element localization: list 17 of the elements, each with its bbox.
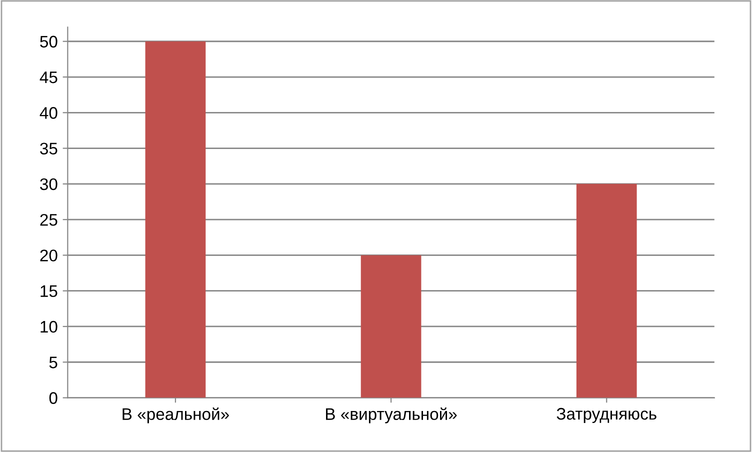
y-tick-label: 0 (49, 392, 58, 404)
y-tick-label: 35 (40, 142, 58, 154)
y-tick-label: 30 (40, 178, 58, 190)
y-tick-label: 25 (40, 214, 58, 226)
bar (576, 184, 637, 398)
y-tick-label: 5 (49, 356, 58, 368)
y-tick-label: 15 (40, 285, 58, 298)
x-tick-label: В «виртуальной» (326, 407, 457, 424)
x-tick-label: В «реальной» (122, 407, 229, 424)
y-tick-label: 10 (40, 320, 58, 333)
y-tick-label: 20 (40, 250, 58, 262)
bar (360, 255, 422, 398)
y-tick-label: 45 (40, 72, 58, 84)
y-tick-label: 50 (40, 36, 58, 48)
x-tick-label: Затрудняюсь (556, 408, 656, 424)
y-tick-label: 40 (40, 107, 58, 119)
bar (145, 41, 206, 398)
